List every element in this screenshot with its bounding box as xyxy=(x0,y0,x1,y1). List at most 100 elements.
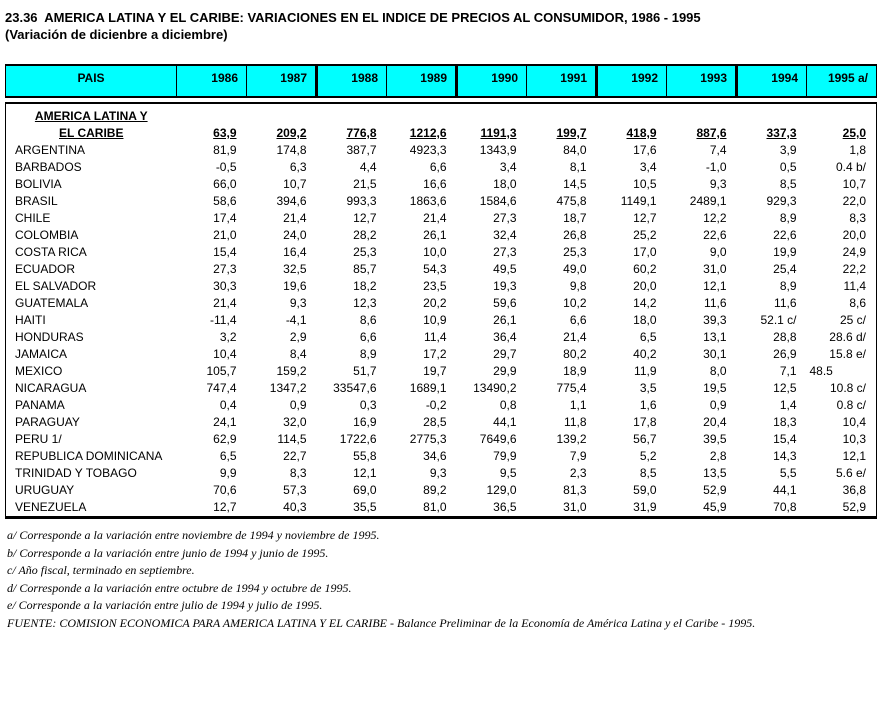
value-text: 14,5 xyxy=(563,177,587,191)
value-text: 3,4 xyxy=(639,160,657,174)
value-text: 9,5 xyxy=(499,466,517,480)
value-text: 21,4 xyxy=(213,296,237,310)
value-cell: 5,5 xyxy=(737,465,807,482)
value-text: 10,9 xyxy=(423,313,447,327)
value-text: 10,7 xyxy=(283,177,307,191)
value-cell: 39,3 xyxy=(667,312,737,329)
value-cell: 40,2 xyxy=(597,346,667,363)
value-text: 81,9 xyxy=(213,143,237,157)
table-row: HONDURAS 3,2 2,9 6,6 11,4 36,4 21,4 6,5 13,1 28,8… xyxy=(6,329,877,346)
value-cell: 10.8 c/ xyxy=(807,380,877,397)
value-text: 26,8 xyxy=(563,228,587,242)
value-cell: 52,9 xyxy=(667,482,737,499)
value-text: 929,3 xyxy=(766,194,797,208)
value-cell: 17,0 xyxy=(597,244,667,261)
table-row: REPUBLICA DOMINICANA 6,5 22,7 55,8 34,6 79,9 7… xyxy=(6,448,877,465)
value-cell: 21,4 xyxy=(247,210,317,227)
value-cell: 747,4 xyxy=(177,380,247,397)
value-text: 85,7 xyxy=(353,262,377,276)
value-text: 36,8 xyxy=(842,483,866,497)
value-cell: 14,3 xyxy=(737,448,807,465)
country-cell: GUATEMALA xyxy=(6,295,177,312)
value-text: -11,4 xyxy=(210,313,237,327)
value-cell: 20,0 xyxy=(597,278,667,295)
value-cell: 55,8 xyxy=(317,448,387,465)
country-label: ARGENTINA xyxy=(15,143,86,157)
value-text: 18,2 xyxy=(353,279,377,293)
value-cell: 63,9 xyxy=(177,125,247,142)
value-cell: 19,5 xyxy=(667,380,737,397)
value-cell: 28,5 xyxy=(387,414,457,431)
country-label: JAMAICA xyxy=(15,347,68,361)
value-cell: 12,7 xyxy=(177,499,247,518)
value-text: 0.4 b/ xyxy=(835,160,866,174)
table-row: COSTA RICA 15,4 16,4 25,3 10,0 27,3 25,3 17,0 9,… xyxy=(6,244,877,261)
table-row: TRINIDAD Y TOBAGO 9,9 8,3 12,1 9,3 9,5 2,3 8,5 1… xyxy=(6,465,877,482)
value-cell: 81,3 xyxy=(527,482,597,499)
value-cell: 7,4 xyxy=(667,142,737,159)
value-cell: 9,3 xyxy=(387,465,457,482)
country-cell: BRASIL xyxy=(6,193,177,210)
value-text: 20,0 xyxy=(842,228,866,242)
value-text: 13,1 xyxy=(703,330,727,344)
footnote-e: e/ Corresponde a la variación entre juli… xyxy=(7,598,323,612)
value-text: 15,4 xyxy=(773,432,797,446)
table-row: BRASIL 58,6 394,6 993,3 1863,6 1584,6 475,8 114… xyxy=(6,193,877,210)
value-cell: 70,6 xyxy=(177,482,247,499)
value-text: 8,5 xyxy=(639,466,657,480)
value-text: 9,3 xyxy=(289,296,307,310)
value-cell: -11,4 xyxy=(177,312,247,329)
value-cell: 12,3 xyxy=(317,295,387,312)
value-cell: 8,9 xyxy=(737,278,807,295)
value-text: 25,3 xyxy=(563,245,587,259)
value-text: 199,7 xyxy=(556,126,587,140)
value-cell: 6,3 xyxy=(247,159,317,176)
value-text: 16,4 xyxy=(283,245,307,259)
value-cell: 1191,3 xyxy=(457,125,527,142)
value-cell: 10,9 xyxy=(387,312,457,329)
country-cell: CHILE xyxy=(6,210,177,227)
value-text: 80,2 xyxy=(563,347,587,361)
value-cell: 776,8 xyxy=(317,125,387,142)
value-cell: 25,3 xyxy=(317,244,387,261)
value-cell: 13490,2 xyxy=(457,380,527,397)
value-text: 10,2 xyxy=(563,296,587,310)
value-text: 55,8 xyxy=(353,449,377,463)
country-label: URUGUAY xyxy=(15,483,75,497)
value-cell: 387,7 xyxy=(317,142,387,159)
value-cell xyxy=(597,103,667,125)
value-cell: 28.6 d/ xyxy=(807,329,877,346)
value-text: 6,6 xyxy=(359,330,377,344)
value-text: 19,7 xyxy=(423,364,447,378)
value-text: 69,0 xyxy=(353,483,377,497)
value-cell: 2,9 xyxy=(247,329,317,346)
value-text: 25 c/ xyxy=(839,313,866,327)
value-cell: 26,8 xyxy=(527,227,597,244)
value-cell: 5.6 e/ xyxy=(807,465,877,482)
value-text: 15,4 xyxy=(213,245,237,259)
header-cell-year: 1989 xyxy=(386,64,458,98)
value-text: 58,6 xyxy=(213,194,237,208)
value-cell: 475,8 xyxy=(527,193,597,210)
country-label: MEXICO xyxy=(15,364,63,378)
value-cell: 12,1 xyxy=(667,278,737,295)
country-label: EL SALVADOR xyxy=(15,279,97,293)
value-text: 26,9 xyxy=(773,347,797,361)
value-text: 209,2 xyxy=(276,126,307,140)
value-cell: 70,8 xyxy=(737,499,807,518)
value-cell: 44,1 xyxy=(737,482,807,499)
value-cell: 1347,2 xyxy=(247,380,317,397)
value-text: 79,9 xyxy=(493,449,517,463)
value-cell: 22,2 xyxy=(807,261,877,278)
value-cell: 0.8 c/ xyxy=(807,397,877,414)
value-text: 22,7 xyxy=(283,449,307,463)
header-cell-year: 1987 xyxy=(246,64,318,98)
country-cell: PARAGUAY xyxy=(6,414,177,431)
country-cell: URUGUAY xyxy=(6,482,177,499)
value-text: 12,7 xyxy=(633,211,657,225)
value-cell: 11,6 xyxy=(667,295,737,312)
table-row: EL CARIBE 63,9 209,2 776,8 1212,6 1191,3 199,7… xyxy=(6,125,877,142)
value-cell: 14,2 xyxy=(597,295,667,312)
value-text: 10,5 xyxy=(633,177,657,191)
value-text: -4,1 xyxy=(285,313,307,327)
